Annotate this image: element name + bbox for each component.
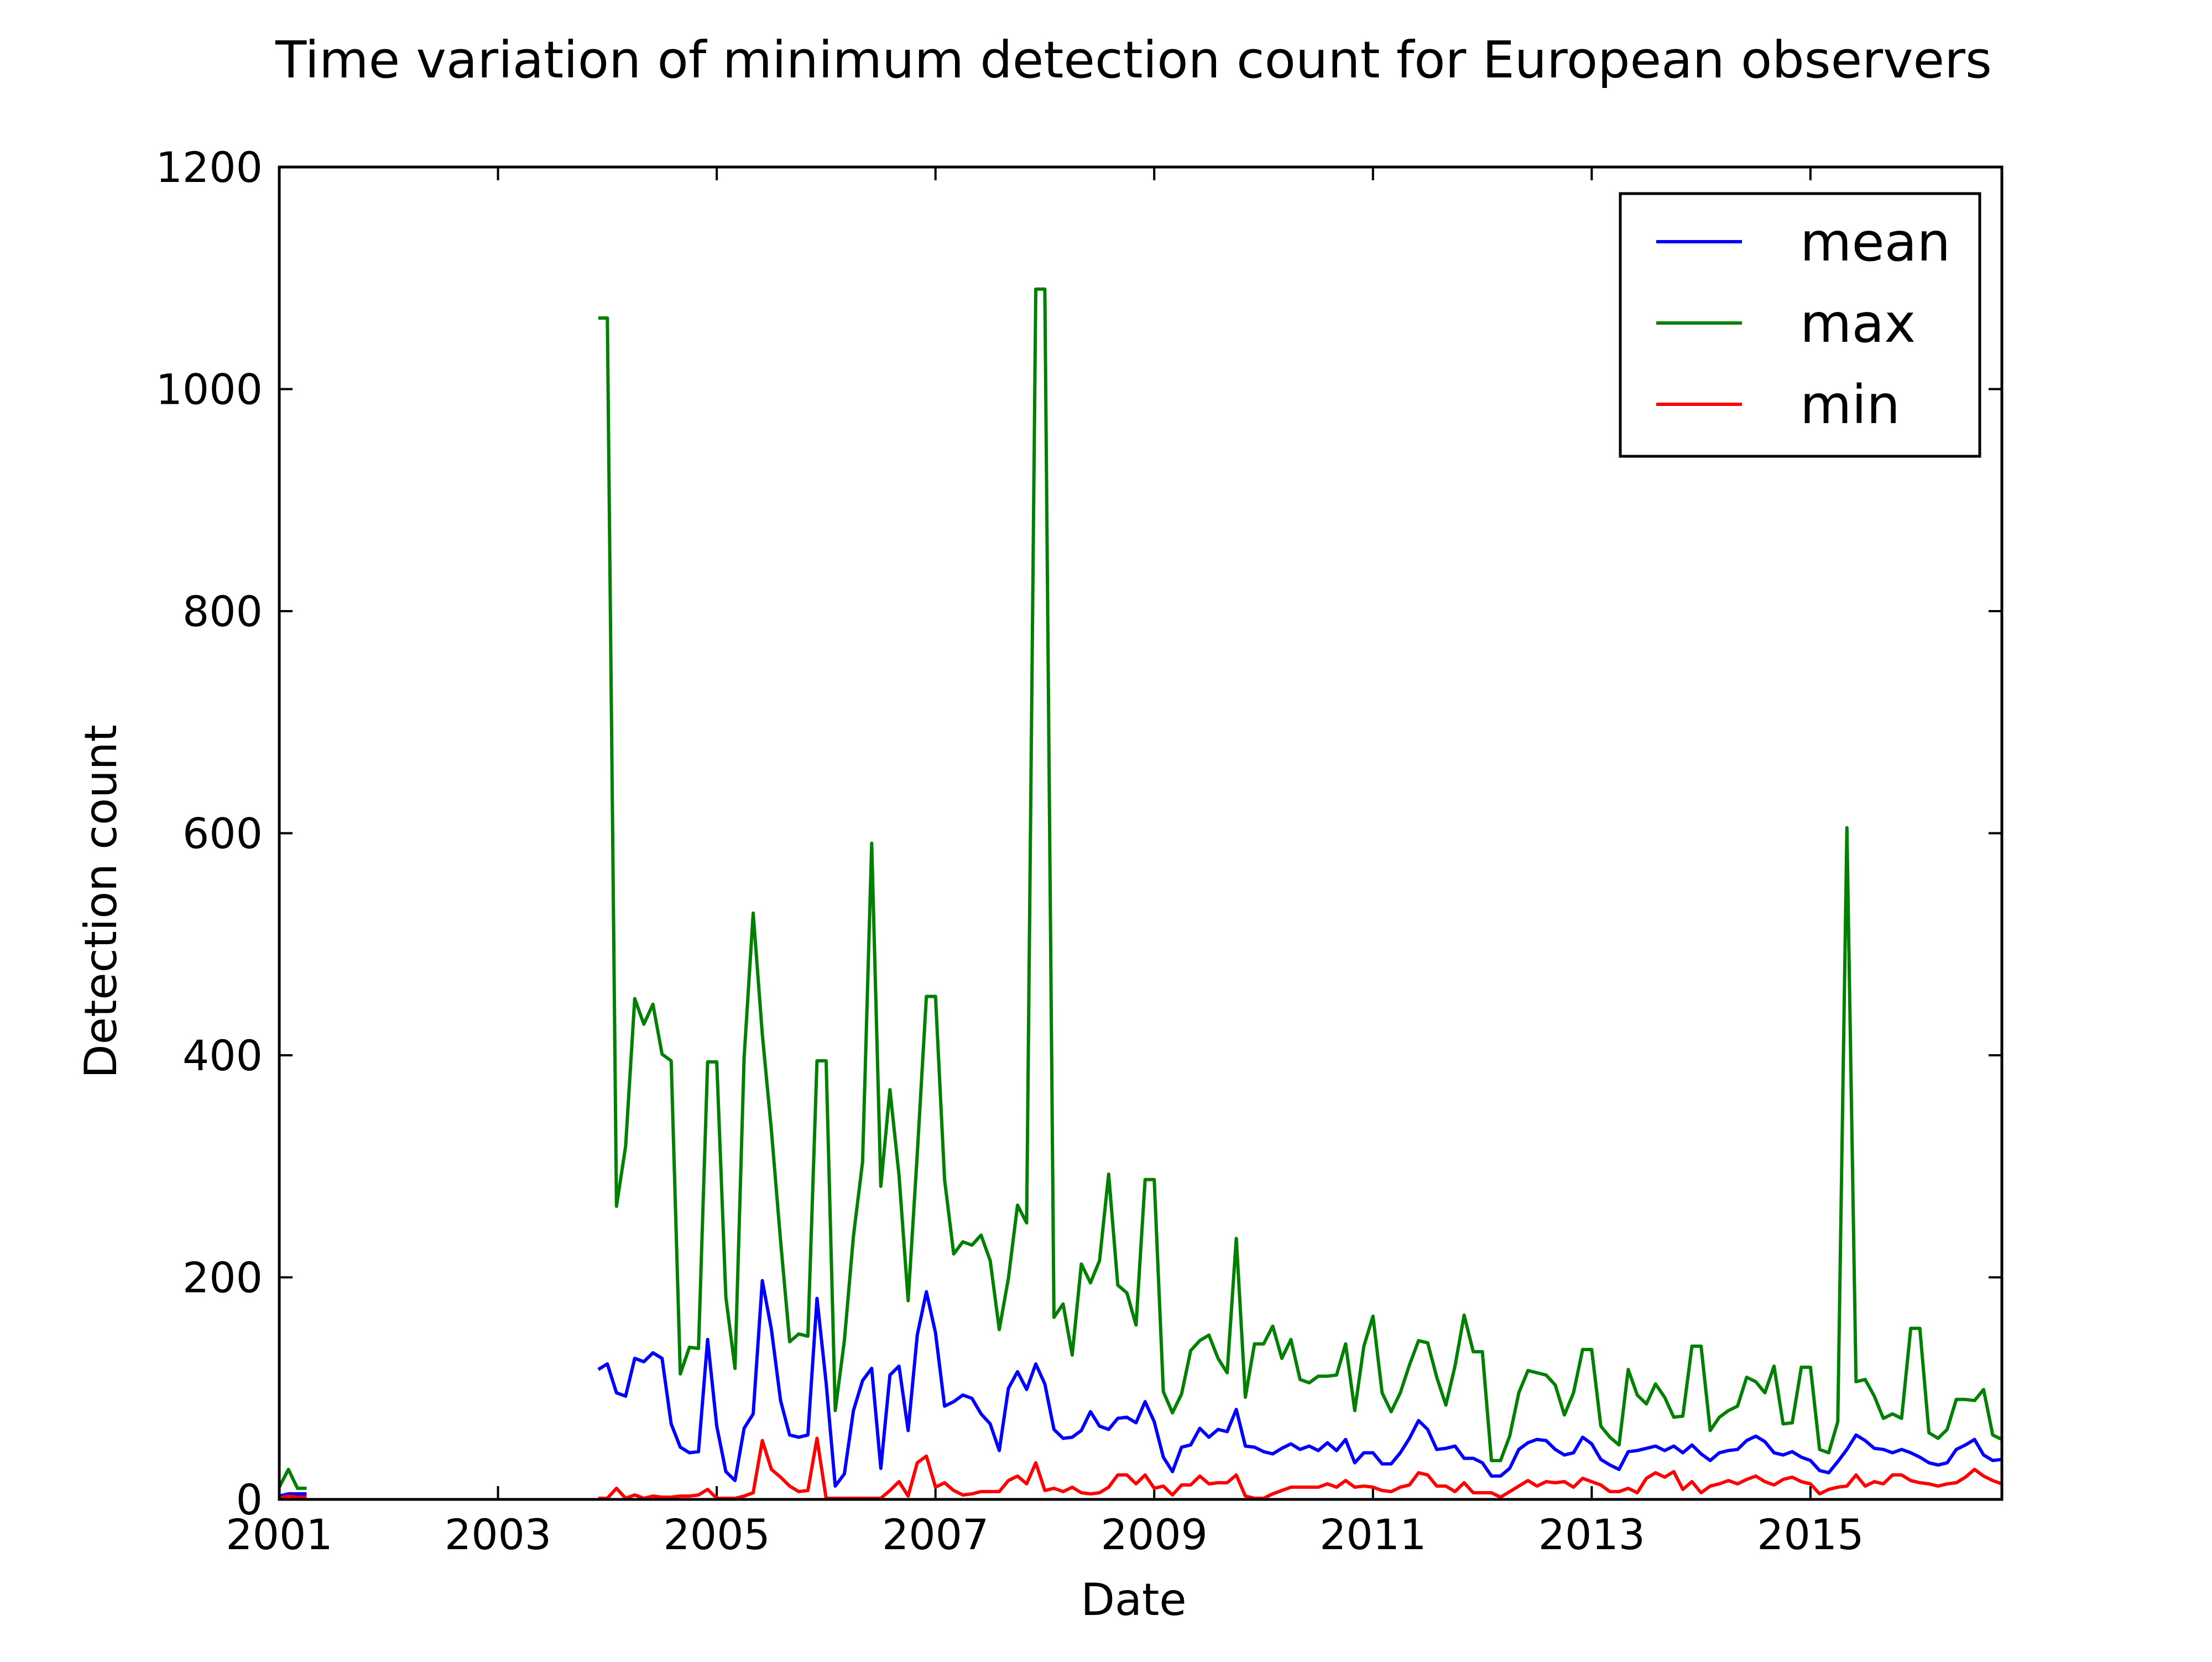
y-tick-label: 800 [182,587,263,636]
x-tick-label: 2015 [1757,1510,1864,1559]
series-line-max [598,287,2003,1462]
y-tick-label: 1000 [156,365,263,414]
y-tick-label: 400 [182,1031,263,1080]
legend-label-mean: mean [1800,211,1950,273]
y-tick-label: 200 [182,1253,263,1302]
x-tick-label: 2011 [1319,1510,1426,1559]
x-tick-label: 2005 [663,1510,770,1559]
x-tick-label: 2003 [445,1510,551,1559]
x-ticks: 2001 2003 2005 2007 2009 2011 2013 2015 [226,167,1864,1559]
series-line-min [279,1494,307,1500]
y-tick-label: 600 [182,809,263,858]
y-axis-label: Detection count [75,725,127,1079]
legend-box [1619,192,1981,458]
series-line-mean [279,1492,307,1498]
y-tick-label: 1200 [156,143,263,192]
x-tick-label: 2007 [882,1510,989,1559]
y-tick-label: 0 [236,1475,263,1524]
series-line-mean [597,1279,2002,1488]
y-ticks: 0 200 400 600 800 1000 1200 [156,143,2002,1524]
plot-frame [278,165,2004,1501]
x-tick-label: 2013 [1538,1510,1645,1559]
x-axis-label: Date [1081,1574,1186,1625]
legend: mean max min [1619,192,1981,458]
legend-label-max: max [1800,293,1916,355]
x-tick-label: 2001 [226,1510,332,1559]
legend-label-min: min [1800,374,1900,436]
chart-title: Time variation of minimum detection coun… [275,30,1992,90]
x-tick-label: 2009 [1101,1510,1208,1559]
series-line-max [278,1467,307,1490]
